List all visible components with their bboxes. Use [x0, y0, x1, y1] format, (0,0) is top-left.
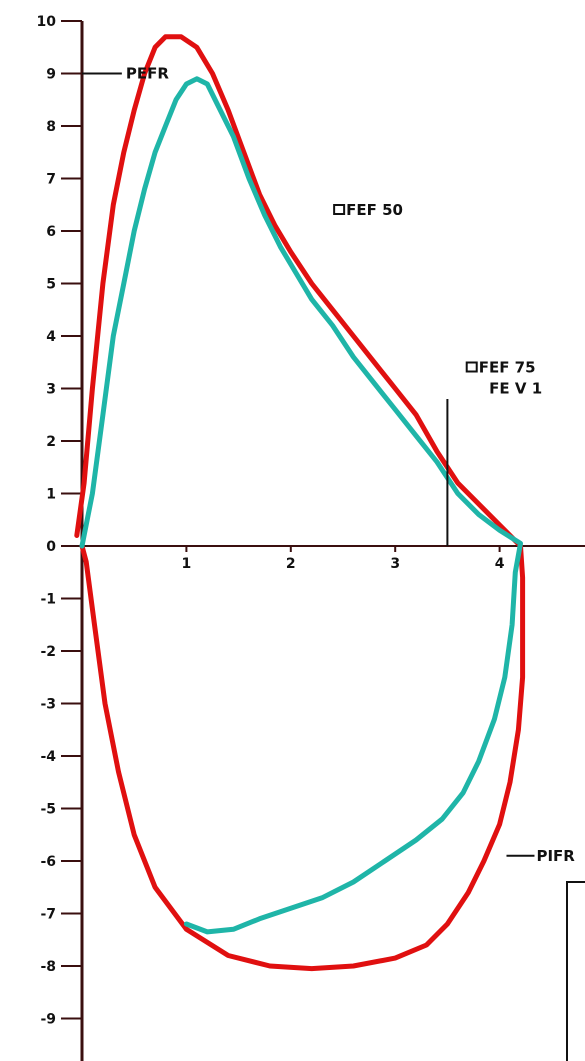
- annotation-label: FE V 1: [489, 380, 542, 398]
- annotation-label: FEF 75: [479, 359, 536, 377]
- y-tick-label: 6: [46, 224, 56, 240]
- x-tick-label: 3: [390, 556, 400, 572]
- y-tick-label: 8: [46, 119, 56, 135]
- annotation-label: FEF 50: [346, 201, 403, 219]
- corner-bracket: [566, 881, 585, 1061]
- series-line-red: [74, 34, 526, 972]
- y-tick-label: 2: [46, 434, 56, 450]
- y-tick-label: -1: [40, 592, 56, 608]
- y-tick-label: -6: [40, 854, 56, 870]
- annotation-label: PEFR: [126, 65, 169, 83]
- y-tick-label: 4: [46, 329, 56, 345]
- y-tick-label: -3: [40, 697, 56, 713]
- y-tick-label: -5: [40, 802, 56, 818]
- annotation-layer: PEFR FEF 50 FEF 75 FE V 1 PIFR: [82, 65, 585, 1061]
- y-tick-label: 9: [46, 67, 56, 83]
- annotation-square-marker: [333, 204, 346, 215]
- y-tick-label: -7: [40, 907, 56, 923]
- x-tick-label: 2: [286, 556, 296, 572]
- series-line-teal: [79, 76, 523, 935]
- x-tick-label: 1: [182, 556, 192, 572]
- y-tick-label: -4: [40, 749, 56, 765]
- y-tick-label: 10: [37, 14, 57, 30]
- annotation-square-marker: [465, 361, 478, 373]
- series-layer: [74, 34, 526, 972]
- y-tick-label: 0: [46, 539, 56, 555]
- y-tick-label: -8: [40, 959, 56, 975]
- x-tick-label: 4: [495, 556, 505, 572]
- y-tick-label: 1: [46, 487, 56, 503]
- y-tick-label: 7: [46, 172, 56, 188]
- annotation-label: PIFR: [536, 847, 575, 865]
- y-tick-label: 3: [46, 382, 56, 398]
- y-tick-label: 5: [46, 277, 56, 293]
- y-tick-label: -2: [40, 644, 56, 660]
- y-tick-label: -9: [40, 1012, 56, 1028]
